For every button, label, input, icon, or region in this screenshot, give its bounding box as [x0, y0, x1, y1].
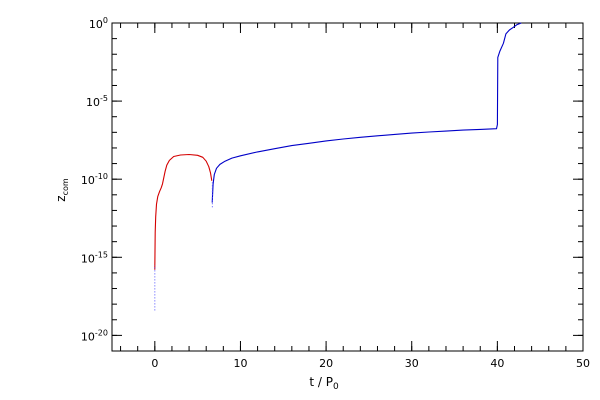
x-tick-label: 20	[319, 357, 333, 370]
y-axis-ticks: 10-20 10-15 10-10 10-5 100	[81, 16, 583, 352]
y-tick-label: 10-15	[81, 250, 108, 265]
y-tick-label: 10-5	[86, 94, 108, 109]
plot-frame	[111, 22, 584, 352]
y-axis-title: zcom	[54, 178, 70, 202]
x-tick-label: 40	[490, 357, 504, 370]
x-tick-label: 30	[405, 357, 419, 370]
x-axis-ticks: 0 10 20 30 40 50	[120, 23, 590, 370]
x-tick-label: 10	[233, 357, 247, 370]
series-line-2	[211, 22, 522, 203]
x-tick-label: 0	[151, 357, 158, 370]
series-line-1	[154, 153, 213, 270]
x-tick-label: 50	[576, 357, 590, 370]
y-tick-label: 100	[89, 16, 108, 31]
series-layer	[154, 22, 522, 311]
y-tick-label: 10-20	[81, 328, 108, 343]
y-tick-label: 10-10	[81, 172, 108, 187]
x-axis-title: t / P0	[309, 375, 339, 392]
